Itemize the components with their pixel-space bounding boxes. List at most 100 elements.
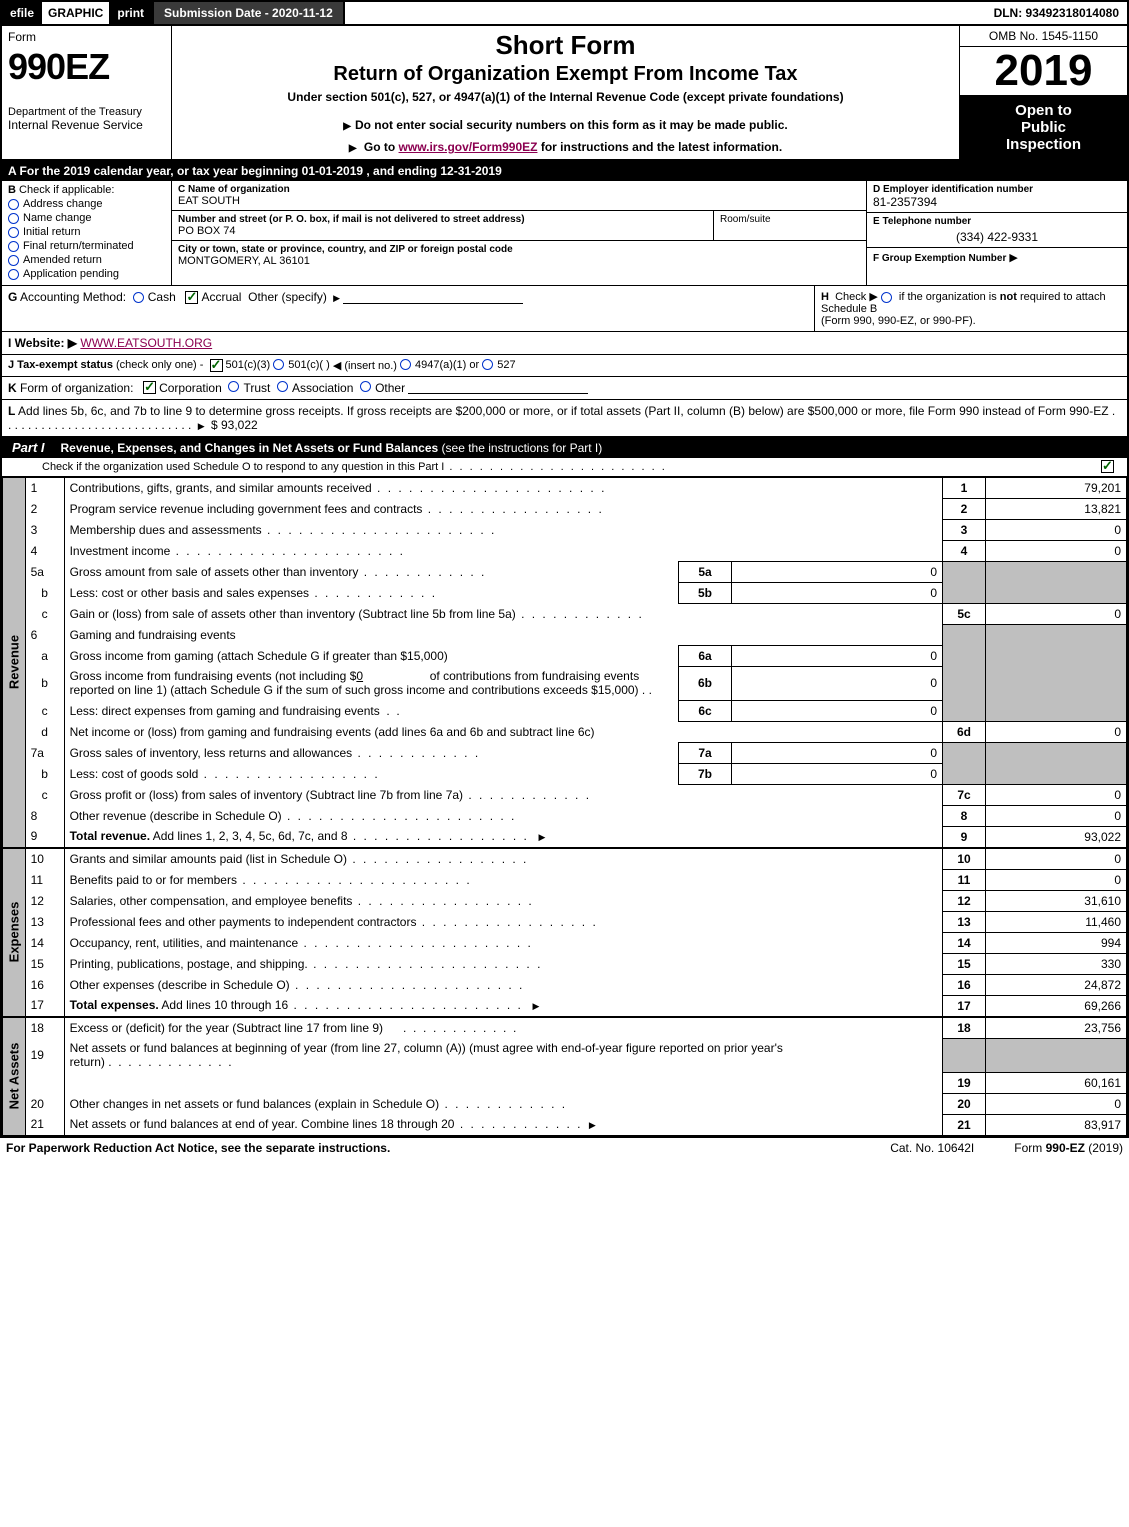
line-14: 14 Occupancy, rent, utilities, and maint… — [25, 932, 1126, 953]
line-7c: c Gross profit or (loss) from sales of i… — [25, 784, 1126, 805]
ln19b-num — [25, 1072, 64, 1093]
corp-label: Corporation — [159, 381, 222, 395]
ln5b-shade2 — [986, 583, 1127, 604]
h-not: not — [1000, 291, 1017, 303]
ln9-desc: Total revenue. Add lines 1, 2, 3, 4, 5c,… — [64, 826, 942, 847]
ln6d-desc: Net income or (loss) from gaming and fun… — [64, 721, 942, 742]
ln6b-shade — [943, 666, 986, 700]
line-6b: b Gross income from fundraising events (… — [25, 666, 1126, 700]
header-center: Short Form Return of Organization Exempt… — [172, 26, 959, 159]
cb-527[interactable] — [482, 359, 493, 370]
efile-button[interactable]: efile — [2, 2, 42, 24]
cb-other-org[interactable] — [360, 381, 371, 392]
ln14-desc: Occupancy, rent, utilities, and maintena… — [64, 932, 942, 953]
ln16-num: 16 — [25, 974, 64, 995]
ln12-num: 12 — [25, 890, 64, 911]
ln4-desc: Investment income — [64, 541, 942, 562]
other-specify-input[interactable] — [343, 291, 523, 304]
ln4-rnum: 4 — [943, 541, 986, 562]
ln13-num: 13 — [25, 911, 64, 932]
ln5b-shade — [943, 583, 986, 604]
ln2-desc: Program service revenue including govern… — [64, 499, 942, 520]
ln5b-desc: Less: cost or other basis and sales expe… — [64, 583, 678, 604]
ln7b-desc: Less: cost of goods sold — [64, 763, 678, 784]
line-k: K Form of organization: Corporation Trus… — [2, 377, 1127, 400]
irs-link[interactable]: www.irs.gov/Form990EZ — [399, 140, 538, 154]
cb-schedule-b[interactable] — [881, 292, 892, 303]
cb-cash[interactable] — [133, 292, 144, 303]
cb-501c[interactable] — [273, 359, 284, 370]
ln5a-sval: 0 — [732, 562, 943, 583]
cb-final-return[interactable]: Final return/terminated — [8, 240, 165, 252]
h-text-1: if the organization is — [899, 291, 1000, 303]
check-arrow: Check ▶ — [835, 291, 878, 303]
cb-accrual[interactable] — [185, 291, 198, 304]
omb-number: OMB No. 1545-1150 — [960, 26, 1127, 47]
cb-501c3[interactable] — [210, 359, 223, 372]
cb-corporation[interactable] — [143, 381, 156, 394]
ln3-num: 3 — [25, 520, 64, 541]
ln6a-shade2 — [986, 645, 1127, 666]
ln17-num: 17 — [25, 995, 64, 1016]
opt-501c: 501(c)( ) — [288, 359, 330, 371]
cb-address-change[interactable]: Address change — [8, 198, 165, 210]
ln10-rval: 0 — [986, 848, 1127, 869]
print-button[interactable]: print — [109, 2, 152, 24]
ln6c-shade — [943, 700, 986, 721]
ln21-rnum: 21 — [943, 1114, 986, 1135]
part-1-sub: Check if the organization used Schedule … — [2, 458, 1127, 477]
line-l-text: Add lines 5b, 6c, and 7b to line 9 to de… — [18, 404, 1109, 418]
cb-trust[interactable] — [228, 381, 239, 392]
section-f: F Group Exemption Number ▶ — [867, 248, 1127, 285]
line-16: 16 Other expenses (describe in Schedule … — [25, 974, 1126, 995]
cb-initial-return[interactable]: Initial return — [8, 226, 165, 238]
line-20: 20 Other changes in net assets or fund b… — [25, 1093, 1126, 1114]
ln5a-shade2 — [986, 562, 1127, 583]
cb-address-change-label: Address change — [23, 198, 103, 210]
ln15-num: 15 — [25, 953, 64, 974]
line-11: 11 Benefits paid to or for members 11 0 — [25, 869, 1126, 890]
cb-association[interactable] — [277, 381, 288, 392]
opt-4947a1: 4947(a)(1) or — [415, 359, 479, 371]
cb-application-pending-label: Application pending — [23, 268, 119, 280]
cb-4947a1[interactable] — [400, 359, 411, 370]
website-link[interactable]: WWW.EATSOUTH.ORG — [80, 336, 212, 350]
tax-year: 2019 — [960, 47, 1127, 96]
ln16-rnum: 16 — [943, 974, 986, 995]
ln5c-desc: Gain or (loss) from sale of assets other… — [64, 604, 942, 625]
ln7c-desc: Gross profit or (loss) from sales of inv… — [64, 784, 942, 805]
ln19b-desc — [64, 1072, 942, 1093]
line-19: 19 Net assets or fund balances at beginn… — [25, 1038, 1126, 1072]
line-6c: c Less: direct expenses from gaming and … — [25, 700, 1126, 721]
goto-instructions: Go to www.irs.gov/Form990EZ for instruct… — [178, 140, 953, 154]
goto-prefix: Go to — [364, 140, 399, 154]
arrow-icon: ▶ — [1009, 252, 1017, 264]
other-org-input[interactable] — [408, 381, 588, 394]
under-section: Under section 501(c), 527, or 4947(a)(1)… — [178, 90, 953, 104]
ln6a-sval: 0 — [732, 645, 943, 666]
city-value: MONTGOMERY, AL 36101 — [178, 255, 860, 267]
goto-suffix: for instructions and the latest informat… — [537, 140, 782, 154]
line-4: 4 Investment income 4 0 — [25, 541, 1126, 562]
cb-amended-return[interactable]: Amended return — [8, 254, 165, 266]
line-j-hint: (check only one) - — [116, 359, 203, 371]
ln20-rval: 0 — [986, 1093, 1127, 1114]
open-to-public: Open to Public Inspection — [960, 96, 1127, 159]
ln7c-num: c — [25, 784, 64, 805]
ln6c-sval: 0 — [732, 700, 943, 721]
ln13-rnum: 13 — [943, 911, 986, 932]
ln17-rval: 69,266 — [986, 995, 1127, 1016]
line-5a: 5a Gross amount from sale of assets othe… — [25, 562, 1126, 583]
line-13: 13 Professional fees and other payments … — [25, 911, 1126, 932]
form-number: 990EZ — [8, 46, 165, 88]
line-8: 8 Other revenue (describe in Schedule O)… — [25, 805, 1126, 826]
ln19-num: 19 — [25, 1038, 64, 1072]
ein-label: D Employer identification number — [873, 184, 1121, 195]
cb-name-change[interactable]: Name change — [8, 212, 165, 224]
expenses-table: 10 Grants and similar amounts paid (list… — [25, 848, 1127, 1017]
ln6d-rnum: 6d — [943, 721, 986, 742]
cb-application-pending[interactable]: Application pending — [8, 268, 165, 280]
ln21-num: 21 — [25, 1114, 64, 1135]
ln10-num: 10 — [25, 848, 64, 869]
cb-schedule-o-part1[interactable] — [1098, 460, 1117, 473]
